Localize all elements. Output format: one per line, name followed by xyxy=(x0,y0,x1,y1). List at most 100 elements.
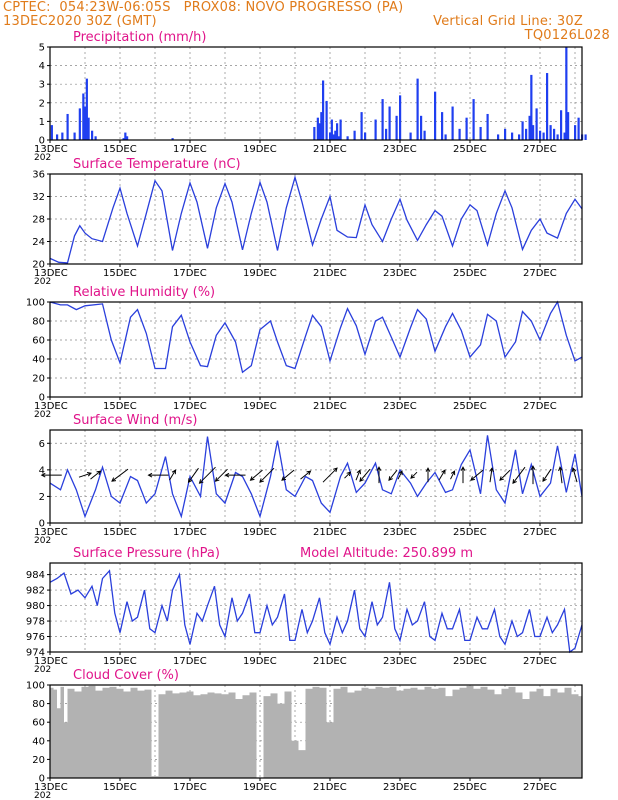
precip-bar xyxy=(584,134,587,140)
y-tick-label: 6 xyxy=(39,439,45,450)
x-tick-label: 27DEC xyxy=(523,527,557,538)
x-tick-label: 13DEC xyxy=(34,144,68,155)
wind-arrow-shaft xyxy=(215,468,228,482)
precip-bar xyxy=(563,132,566,140)
wind-arrow-head xyxy=(214,477,220,482)
precip-bar xyxy=(434,91,437,140)
y-tick-label: 36 xyxy=(32,170,45,181)
wind-arrow xyxy=(214,468,228,482)
x-tick-label: 17DEC xyxy=(173,268,207,279)
y-tick-label: 100 xyxy=(26,298,45,309)
header-line2-right: Vertical Grid Line: 30Z xyxy=(433,14,583,29)
wind-arrow-shaft xyxy=(542,468,552,482)
precip-bar xyxy=(497,134,500,140)
precip-bar xyxy=(556,134,559,140)
precip-bar xyxy=(385,128,388,140)
precip-bar xyxy=(322,80,325,140)
x-tick-label: 21DEC xyxy=(313,144,347,155)
precip-bar xyxy=(528,115,531,140)
precip-bar xyxy=(124,132,127,140)
panel-title-pres: Surface Pressure (hPa) xyxy=(73,546,220,561)
precip-bar xyxy=(84,106,87,140)
precip-bar xyxy=(334,130,337,140)
wind-arrow xyxy=(558,466,563,484)
precip-bar xyxy=(78,108,81,140)
y-tick-label: 20 xyxy=(32,755,45,766)
precip-bar xyxy=(171,138,174,140)
y-tick-label: 5 xyxy=(39,43,45,54)
x-tick-label: 27DEC xyxy=(523,782,557,793)
precip-bar xyxy=(423,130,426,140)
header-line1: CPTEC: 054:23W-06:05S PROX08: NOVO PROGR… xyxy=(3,0,404,15)
x-tick-label: 27DEC xyxy=(523,268,557,279)
wind-arrow xyxy=(344,471,352,479)
wind-arrow-head xyxy=(558,466,563,472)
y-tick-label: 40 xyxy=(32,736,45,747)
precip-bar xyxy=(553,128,556,140)
wind-arrow xyxy=(425,467,431,483)
x-tick-label: 19DEC xyxy=(243,144,277,155)
wind-arrow xyxy=(512,466,526,485)
wind-arrow-shaft xyxy=(259,467,275,483)
panel-temp: Surface Temperature (nC) 20 24 28 32 36 13DEC 1… xyxy=(32,157,583,287)
wind-arrow-shaft xyxy=(78,472,92,478)
precip-bar xyxy=(560,110,563,140)
wind-arrow xyxy=(300,470,312,480)
x-tick-label: 19DEC xyxy=(243,782,277,793)
y-tick-label: 20 xyxy=(32,260,45,271)
x-tick-label: 25DEC xyxy=(453,401,487,412)
wind-arrow-shaft xyxy=(344,471,351,479)
y-tick-label: 0 xyxy=(39,774,45,785)
precip-bar xyxy=(126,136,129,140)
precip-bar xyxy=(122,138,125,140)
header-line3-right: TQ0126L028 xyxy=(524,28,610,43)
wind-arrow-head xyxy=(198,479,204,484)
wind-arrow xyxy=(281,469,295,481)
x-tick-label: 13DEC xyxy=(34,268,68,279)
panel-title-precip: Precipitation (mm/h) xyxy=(73,30,206,45)
y-tick-label: 4 xyxy=(39,465,45,476)
panel-rh: Relative Humidity (%) 0 20 40 60 80 100 13DEC 15… xyxy=(26,285,583,420)
y-tick-label: 0 xyxy=(39,393,45,404)
precip-bar xyxy=(330,119,333,140)
wind-arrow-head xyxy=(489,467,494,473)
wind-arrow xyxy=(376,466,382,484)
wind-arrow-shaft xyxy=(322,467,338,483)
precip-bar xyxy=(388,106,391,140)
precip-bar xyxy=(66,113,69,140)
panel-title-cloud: Cloud Cover (%) xyxy=(73,668,179,683)
wind-arrow-shaft xyxy=(300,470,311,480)
wind-arrow xyxy=(499,469,511,481)
precip-bar xyxy=(336,123,339,140)
panel-subtitle-pres: Model Altitude: 250.899 m xyxy=(300,546,473,561)
precip-bar xyxy=(532,125,535,140)
wind-arrow-head xyxy=(333,467,338,473)
precip-bar xyxy=(546,73,549,140)
y-tick-label: 40 xyxy=(32,355,45,366)
precip-bar xyxy=(56,134,59,140)
wind-arrow-shaft xyxy=(281,469,295,481)
x-tick-label: 25DEC xyxy=(453,268,487,279)
wind-arrow xyxy=(249,469,263,481)
x-tick-label: 17DEC xyxy=(173,656,207,667)
precip-bar xyxy=(360,112,363,140)
x-tick-label: 19DEC xyxy=(243,527,277,538)
wind-arrow xyxy=(397,470,403,480)
precip-bar xyxy=(318,123,321,140)
x-tick-label: 23DEC xyxy=(383,782,417,793)
wind-arrow xyxy=(355,469,361,481)
precip-bar xyxy=(465,117,468,140)
wind-arrow xyxy=(169,469,177,481)
x-tick-label: 23DEC xyxy=(383,144,417,155)
precip-bar xyxy=(416,78,419,140)
precip-bar xyxy=(472,99,475,140)
y-tick-label: 984 xyxy=(26,570,45,581)
x-tick-label: 25DEC xyxy=(453,782,487,793)
precip-bar xyxy=(420,115,423,140)
x-tick-label: 21DEC xyxy=(313,782,347,793)
precip-bar xyxy=(50,125,53,140)
series-line-pres xyxy=(49,569,583,654)
x-tick-label: 15DEC xyxy=(103,782,137,793)
wind-arrow-head xyxy=(306,470,312,476)
wind-arrow-shaft xyxy=(559,467,563,484)
